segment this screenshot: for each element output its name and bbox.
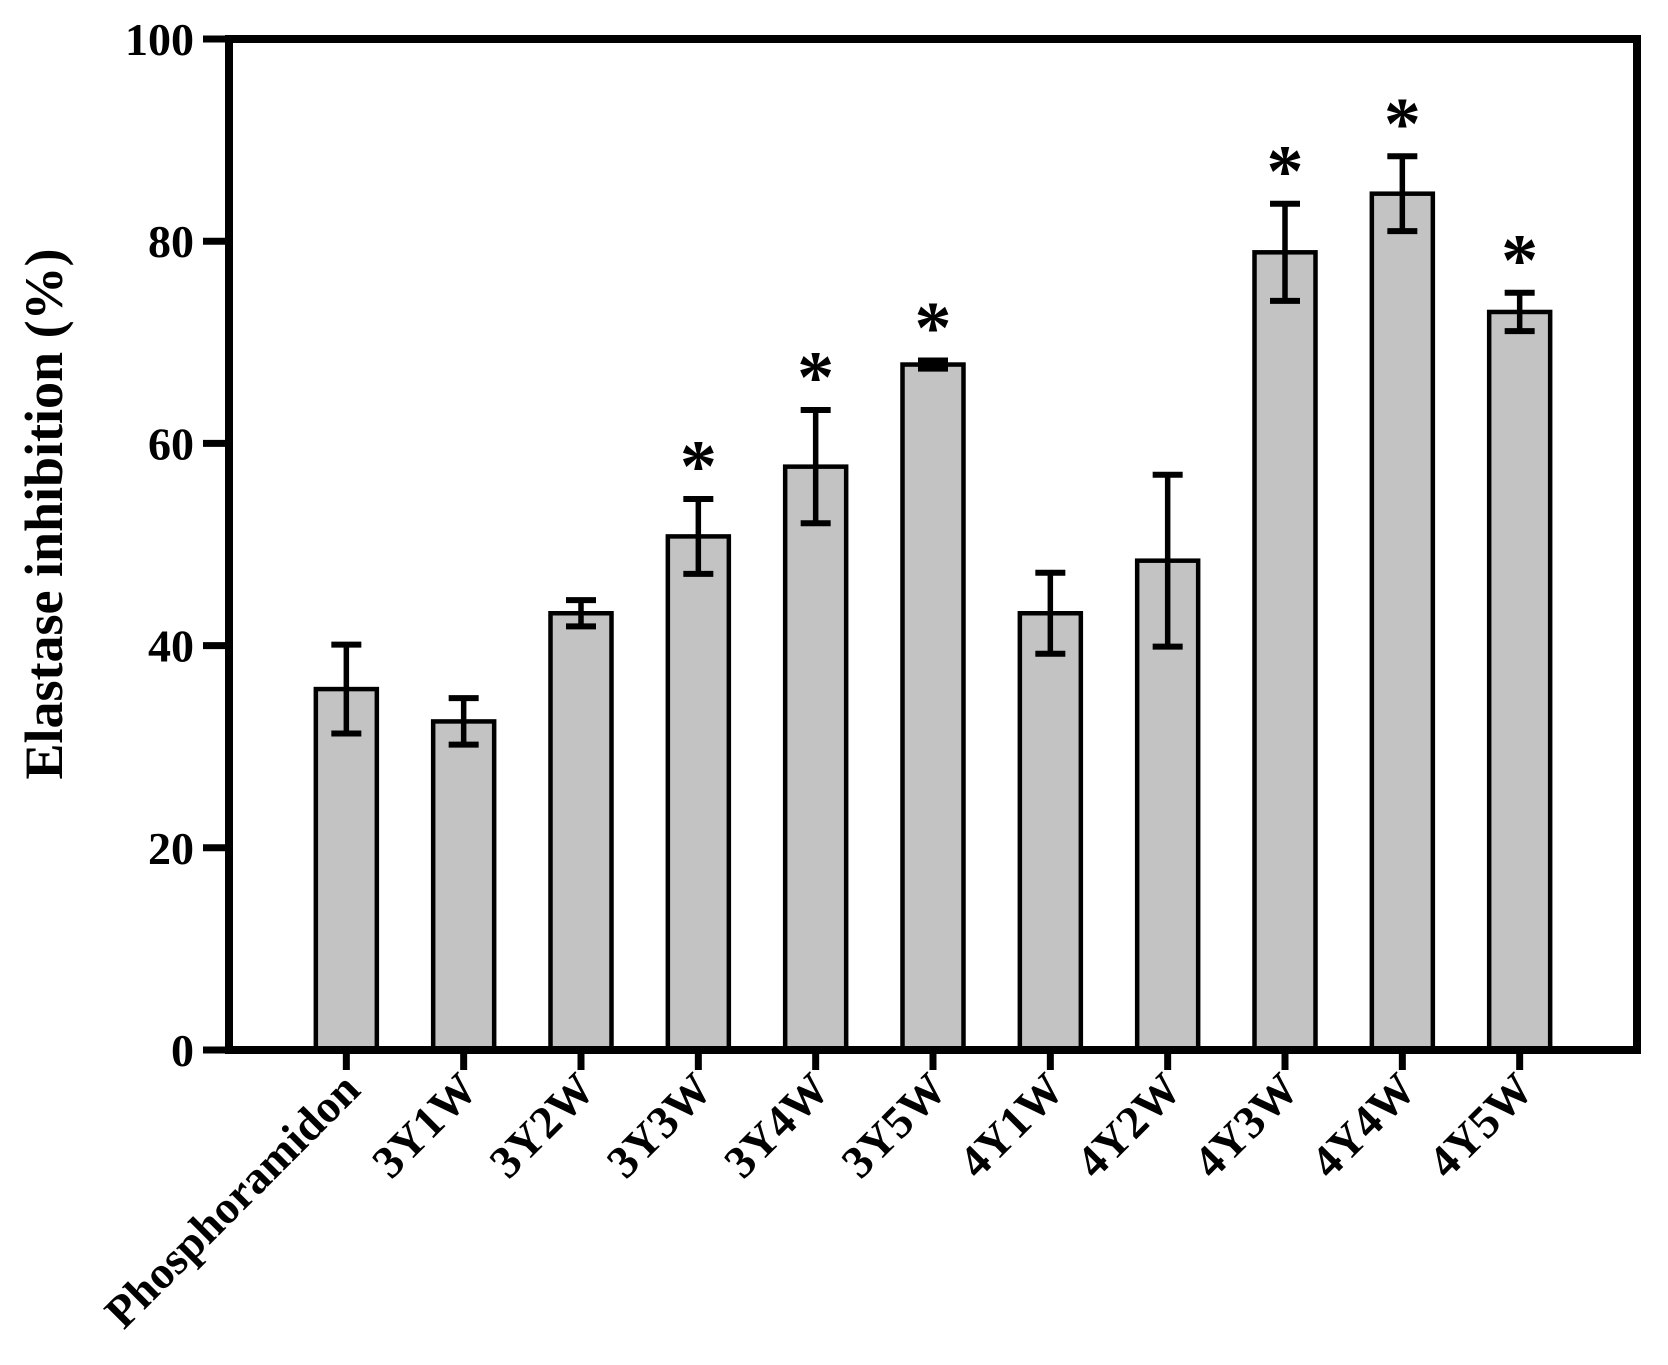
bar-4Y1W [1017,610,1084,1053]
y-tick-label-0: 0 [171,1025,194,1076]
bar-3Y5W [900,362,966,1053]
bar-4Y3W [1252,250,1318,1053]
significance-star-3Y3W: * [680,426,717,508]
bar-4Y4W [1369,191,1436,1053]
bar-3Y1W [430,719,497,1053]
y-tick-label-60: 60 [148,418,194,469]
y-axis-label: Elastase inhibition (%) [14,248,74,779]
significance-star-3Y5W: * [915,287,952,369]
significance-star-3Y4W: * [797,337,834,419]
bar-Phosphoramidon [313,686,380,1053]
y-tick-label-100: 100 [125,14,194,65]
significance-star-4Y4W: * [1384,83,1421,165]
plot-frame [225,35,1641,1054]
bar-3Y4W [782,464,849,1053]
significance-star-4Y3W: * [1267,131,1304,213]
bar-3Y2W [548,610,614,1053]
y-tick-label-40: 40 [148,621,194,672]
y-tick-label-80: 80 [148,216,194,267]
bar-3Y3W [665,534,732,1053]
bar-4Y5W [1486,309,1553,1053]
significance-star-4Y5W: * [1501,220,1538,302]
y-tick-label-20: 20 [148,823,194,874]
